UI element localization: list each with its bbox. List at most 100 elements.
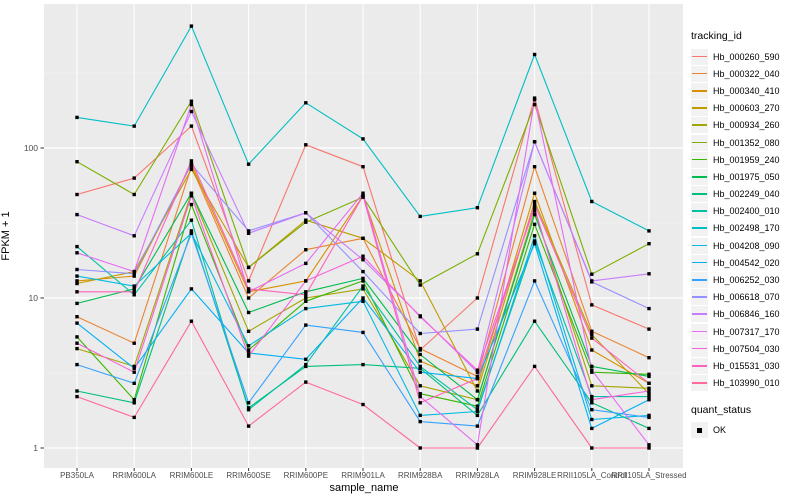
series-color-swatch-icon — [692, 347, 707, 350]
legend-item: Hb_006252_030 — [691, 271, 799, 289]
data-point — [361, 299, 365, 303]
data-point — [189, 229, 194, 233]
data-point — [590, 364, 594, 369]
data-point — [246, 290, 251, 294]
legend-item: Hb_004542_020 — [691, 254, 799, 271]
legend-item: Hb_000603_270 — [691, 100, 799, 117]
legend-item: Hb_002400_010 — [691, 203, 799, 220]
data-point — [647, 327, 651, 331]
data-point — [590, 272, 594, 276]
data-point — [532, 98, 537, 102]
data-point — [590, 303, 594, 307]
legend-item-label: Hb_002400_010 — [713, 206, 780, 217]
data-point — [532, 199, 537, 204]
data-point — [246, 344, 251, 348]
legend-item-label: Hb_006846_160 — [713, 309, 780, 320]
legend-item: Hb_103990_010 — [691, 375, 799, 392]
data-point — [75, 335, 79, 339]
data-point — [246, 310, 251, 315]
data-point — [590, 401, 594, 405]
data-point — [75, 362, 79, 367]
data-point — [304, 143, 308, 147]
data-point — [75, 192, 79, 197]
data-point — [189, 159, 194, 163]
data-point — [361, 296, 365, 300]
data-point — [647, 394, 651, 399]
data-point — [418, 384, 422, 388]
data-point — [647, 381, 651, 385]
legend-key — [691, 306, 708, 323]
data-point — [590, 370, 594, 374]
data-point — [361, 254, 365, 258]
data-point — [132, 401, 136, 405]
data-point — [246, 231, 251, 235]
data-point — [189, 167, 194, 172]
legend-key — [691, 65, 708, 82]
legend-item: Hb_006618_070 — [691, 289, 799, 306]
status-legend-title: quant_status — [691, 403, 752, 416]
data-point — [246, 351, 251, 355]
legend-item-label: Hb_001352_080 — [713, 137, 780, 148]
data-point — [304, 220, 308, 224]
data-point — [304, 357, 308, 361]
legend-item: Hb_000322_040 — [691, 65, 799, 82]
data-point — [647, 389, 651, 393]
legend-item-label: Hb_000260_590 — [713, 51, 780, 62]
data-point — [418, 279, 422, 283]
data-point — [132, 366, 136, 370]
data-point — [132, 274, 136, 278]
data-point — [590, 426, 594, 431]
data-point — [75, 274, 79, 278]
series-color-swatch-icon — [692, 89, 707, 92]
data-point — [418, 419, 422, 424]
data-point — [647, 446, 651, 450]
data-point — [75, 315, 79, 319]
legend-item-label: Hb_004208_090 — [713, 240, 780, 251]
data-point — [75, 389, 79, 393]
data-point — [246, 296, 251, 300]
data-point — [418, 394, 422, 399]
data-point — [304, 290, 308, 294]
legend-key — [691, 272, 708, 289]
data-point — [75, 267, 79, 272]
data-point — [246, 229, 251, 233]
status-legend-label: OK — [713, 425, 727, 436]
data-point — [418, 283, 422, 287]
x-tick-label: PB350LA — [60, 471, 94, 480]
data-point — [189, 191, 194, 195]
data-point — [647, 306, 651, 311]
data-point — [361, 258, 365, 262]
data-point — [647, 372, 651, 376]
data-point — [132, 287, 136, 291]
data-point — [189, 287, 194, 291]
data-point — [475, 368, 480, 372]
data-point — [246, 408, 251, 412]
data-point — [418, 366, 422, 370]
data-point — [132, 293, 136, 297]
legend-item-label: Hb_001959_240 — [713, 154, 780, 165]
data-point — [647, 415, 651, 420]
data-point — [418, 331, 422, 336]
series-color-swatch-icon — [692, 227, 707, 230]
data-point — [304, 306, 308, 311]
data-point — [418, 315, 422, 319]
legend-item-label: Hb_103990_010 — [713, 378, 780, 389]
series-color-swatch-icon — [692, 124, 707, 126]
data-point — [132, 269, 136, 274]
legend-key — [691, 357, 708, 374]
data-point — [304, 293, 308, 297]
legend-item-label: Hb_006618_070 — [713, 292, 780, 303]
data-point — [189, 162, 194, 166]
legend-key — [691, 151, 708, 168]
data-point — [590, 199, 594, 204]
x-tick-label: RRIM901LA — [341, 471, 385, 480]
data-point — [304, 261, 308, 266]
data-point — [132, 272, 136, 276]
data-point — [304, 279, 308, 283]
data-point — [246, 401, 251, 405]
legend-item: Hb_002249_040 — [691, 186, 799, 203]
legend-key — [691, 254, 708, 271]
data-point — [361, 191, 365, 195]
data-point — [189, 165, 194, 169]
